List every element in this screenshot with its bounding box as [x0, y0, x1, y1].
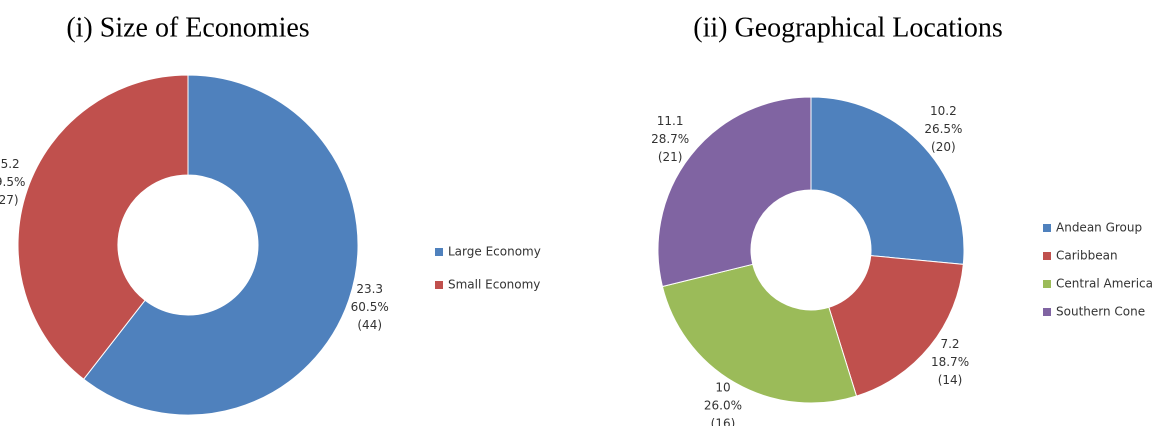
count-label: (20) [931, 140, 956, 154]
legend-swatch [1043, 252, 1051, 260]
percent-label: 28.7% [651, 132, 689, 146]
donut-segment [82, 74, 359, 416]
percent-label: 26.5% [924, 122, 962, 136]
data-label: 7.2 [940, 337, 959, 351]
data-label: 15.2 [0, 157, 20, 171]
legend-label: Southern Cone [1056, 305, 1145, 319]
percent-label: 26.0% [704, 398, 742, 412]
count-label: (16) [711, 416, 736, 426]
percent-label: 39.5% [0, 175, 25, 189]
legend-swatch [1043, 308, 1051, 316]
legend-label: Small Economy [448, 278, 540, 292]
legend-swatch [1043, 224, 1051, 232]
donut-segment [661, 263, 858, 404]
legend-label: Andean Group [1056, 221, 1142, 235]
count-label: (14) [938, 373, 963, 387]
legend-label: Central America [1056, 277, 1153, 291]
chart-title: (i) Size of Economies [66, 12, 309, 43]
donut-segment [17, 74, 189, 380]
donut-segment [810, 96, 965, 265]
legend-swatch [1043, 280, 1051, 288]
donut-segment [828, 255, 964, 397]
legend-swatch [435, 248, 443, 256]
legend-swatch [435, 281, 443, 289]
data-label: 11.1 [657, 114, 684, 128]
chart-title: (ii) Geographical Locations [693, 12, 1002, 43]
data-label: 10.2 [930, 104, 957, 118]
donut-segment [657, 96, 812, 288]
legend-label: Large Economy [448, 245, 541, 259]
count-label: (21) [658, 150, 683, 164]
percent-label: 18.7% [931, 355, 969, 369]
count-label: (44) [357, 318, 382, 332]
legend-label: Caribbean [1056, 249, 1118, 263]
data-label: 10 [715, 380, 730, 394]
percent-label: 60.5% [351, 300, 389, 314]
count-label: (27) [0, 193, 19, 207]
data-label: 23.3 [356, 282, 383, 296]
